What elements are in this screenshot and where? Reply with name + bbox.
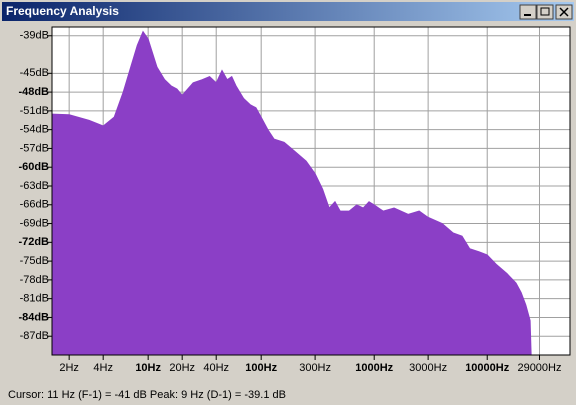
y-tick-label: -75dB (20, 255, 49, 267)
x-tick-label: 29000Hz (517, 362, 561, 374)
x-tick-label: 20Hz (169, 362, 195, 374)
x-tick-label: 1000Hz (355, 362, 393, 374)
y-tick-label: -81dB (20, 293, 49, 305)
y-tick-label: -63dB (20, 180, 49, 192)
y-tick-label: -51dB (20, 105, 49, 117)
x-tick-label: 2Hz (59, 362, 79, 374)
x-tick-label: 40Hz (203, 362, 229, 374)
x-tick-label: 300Hz (299, 362, 331, 374)
close-button[interactable] (555, 4, 573, 20)
maximize-button[interactable] (536, 4, 554, 20)
y-tick-label: -45dB (20, 67, 49, 79)
spectrum-area (51, 30, 532, 356)
minimize-button[interactable] (519, 4, 537, 20)
x-tick-label: 3000Hz (409, 362, 447, 374)
y-tick-label: -39dB (20, 30, 49, 42)
y-tick-label: -60dB (18, 161, 49, 173)
title-bar (2, 2, 574, 21)
y-tick-label: -78dB (20, 274, 49, 286)
y-tick-label: -48dB (18, 86, 49, 98)
y-tick-label: -84dB (18, 311, 49, 323)
status-text: Cursor: 11 Hz (F-1) = -41 dB Peak: 9 Hz … (8, 389, 286, 401)
y-tick-label: -54dB (20, 124, 49, 136)
x-tick-label: 100Hz (245, 362, 277, 374)
window-title: Frequency Analysis (6, 4, 119, 18)
x-tick-label: 10Hz (135, 362, 161, 374)
plot-border (51, 26, 571, 356)
x-tick-label: 10000Hz (465, 362, 510, 374)
x-tick-label: 4Hz (93, 362, 113, 374)
y-tick-label: -87dB (20, 330, 49, 342)
y-tick-label: -72dB (18, 236, 49, 248)
y-tick-label: -57dB (20, 142, 49, 154)
y-tick-label: -69dB (20, 217, 49, 229)
y-tick-label: -66dB (20, 199, 49, 211)
